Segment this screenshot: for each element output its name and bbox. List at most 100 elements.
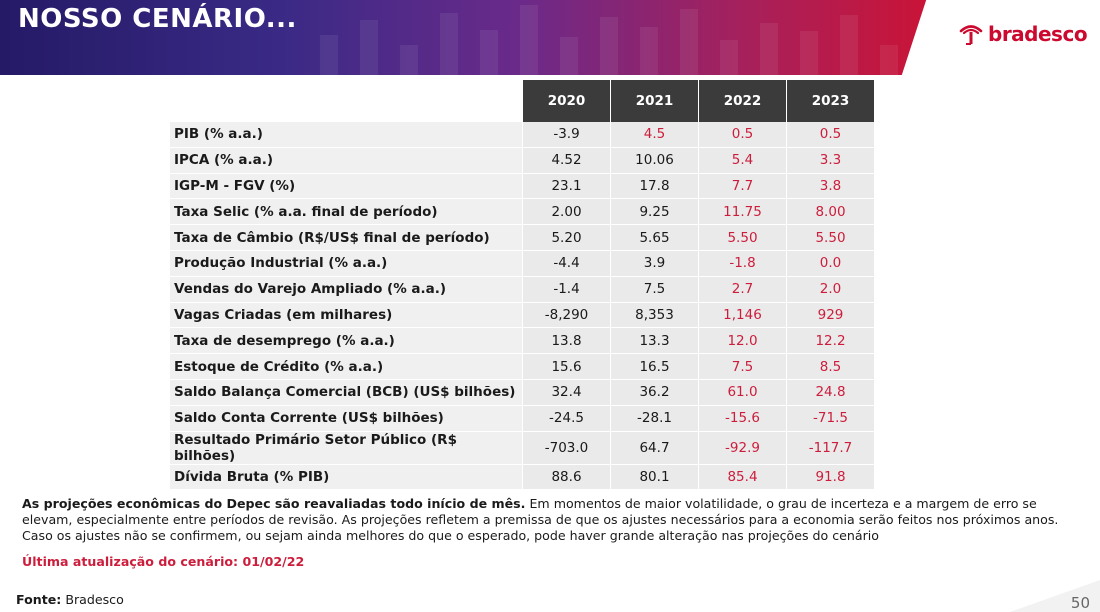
row-label: Vagas Criadas (em milhares) (170, 302, 522, 329)
page-number: 50 (1070, 594, 1090, 612)
table-row: Resultado Primário Setor Público (R$ bil… (170, 431, 874, 465)
value-cell: 10.06 (610, 147, 698, 174)
value-cell: 8.00 (786, 199, 874, 226)
row-label: Produção Industrial (% a.a.) (170, 250, 522, 277)
value-cell: 64.7 (610, 431, 698, 465)
value-cell: 929 (786, 302, 874, 329)
value-cell: -117.7 (786, 431, 874, 465)
value-cell: 32.4 (522, 379, 610, 406)
row-label: Taxa de Câmbio (R$/US$ final de período) (170, 225, 522, 251)
scenario-table: 2020 2021 2022 2023 PIB (% a.a.) -3.9 4.5 0… (170, 80, 874, 491)
row-label: IGP-M - FGV (%) (170, 173, 522, 200)
value-cell: -4.4 (522, 250, 610, 277)
source-label: Fonte: (16, 592, 62, 607)
value-cell: 15.6 (522, 354, 610, 380)
value-cell: 61.0 (698, 379, 786, 406)
value-cell: 2.0 (786, 276, 874, 303)
value-cell: 11.75 (698, 199, 786, 226)
value-cell: 23.1 (522, 173, 610, 200)
table-row: Saldo Conta Corrente (US$ bilhões) -24.5 -… (170, 405, 874, 432)
value-cell: 0.5 (698, 122, 786, 148)
table-row: Produção Industrial (% a.a.) -4.4 3.9 -1.8 0… (170, 250, 874, 277)
value-cell: 8.5 (786, 354, 874, 380)
source-value: Bradesco (61, 592, 124, 607)
value-cell: 7.5 (698, 354, 786, 380)
header-blank-cell (170, 80, 522, 122)
year-header: 2023 (786, 80, 874, 122)
value-cell: 5.65 (610, 225, 698, 251)
value-cell: 9.25 (610, 199, 698, 226)
value-cell: 0.0 (786, 250, 874, 277)
table-row: PIB (% a.a.) -3.9 4.5 0.5 0.5 (170, 122, 874, 148)
footnote-body: Em momentos de maior volatilidade, o gra… (22, 496, 1059, 543)
value-cell: 5.50 (698, 225, 786, 251)
value-cell: -703.0 (522, 431, 610, 465)
value-cell: 0.5 (786, 122, 874, 148)
table-row: Vagas Criadas (em milhares) -8,290 8,353 1,… (170, 302, 874, 329)
table-body: PIB (% a.a.) -3.9 4.5 0.5 0.5 IPCA (% a.a.) 4.… (170, 122, 874, 491)
logo-text: bradesco (988, 22, 1088, 46)
row-label: Saldo Conta Corrente (US$ bilhões) (170, 405, 522, 432)
value-cell: 7.5 (610, 276, 698, 303)
value-cell: 88.6 (522, 464, 610, 491)
table-row: Taxa Selic (% a.a. final de período) 2.00… (170, 199, 874, 226)
value-cell: 36.2 (610, 379, 698, 406)
value-cell: 85.4 (698, 464, 786, 491)
value-cell: 5.4 (698, 147, 786, 174)
row-label: Taxa de desemprego (% a.a.) (170, 328, 522, 355)
table-row: Dívida Bruta (% PIB) 88.6 80.1 85.4 91.8 (170, 464, 874, 491)
year-header: 2022 (698, 80, 786, 122)
value-cell: 1,146 (698, 302, 786, 329)
source-note: Fonte: Bradesco (16, 592, 124, 607)
logo-area: bradesco (940, 0, 1100, 75)
table-header-row: 2020 2021 2022 2023 (170, 80, 874, 122)
footnote: As projeções econômicas do Depec são rea… (22, 496, 1087, 544)
value-cell: -1.4 (522, 276, 610, 303)
value-cell: -24.5 (522, 405, 610, 432)
value-cell: -3.9 (522, 122, 610, 148)
table-row: Taxa de desemprego (% a.a.) 13.8 13.3 12.0 1… (170, 328, 874, 355)
year-header: 2021 (610, 80, 698, 122)
value-cell: -71.5 (786, 405, 874, 432)
table-row: Taxa de Câmbio (R$/US$ final de período)… (170, 225, 874, 251)
banner-decoration (300, 0, 940, 75)
page-title: NOSSO CENÁRIO... (18, 4, 297, 34)
row-label: Resultado Primário Setor Público (R$ bil… (170, 431, 522, 465)
table-row: IGP-M - FGV (%) 23.1 17.8 7.7 3.8 (170, 173, 874, 200)
value-cell: 2.7 (698, 276, 786, 303)
row-label: Estoque de Crédito (% a.a.) (170, 354, 522, 380)
row-label: Taxa Selic (% a.a. final de período) (170, 199, 522, 226)
row-label: Vendas do Varejo Ampliado (% a.a.) (170, 276, 522, 303)
value-cell: 7.7 (698, 173, 786, 200)
value-cell: 3.3 (786, 147, 874, 174)
value-cell: -1.8 (698, 250, 786, 277)
value-cell: -15.6 (698, 405, 786, 432)
value-cell: 5.20 (522, 225, 610, 251)
row-label: PIB (% a.a.) (170, 122, 522, 148)
value-cell: 16.5 (610, 354, 698, 380)
value-cell: -92.9 (698, 431, 786, 465)
table-row: Estoque de Crédito (% a.a.) 15.6 16.5 7.5 8.… (170, 354, 874, 380)
value-cell: 80.1 (610, 464, 698, 491)
value-cell: 5.50 (786, 225, 874, 251)
value-cell: 2.00 (522, 199, 610, 226)
row-label: IPCA (% a.a.) (170, 147, 522, 174)
scenario-table-wrap: 2020 2021 2022 2023 PIB (% a.a.) -3.9 4.5 0… (170, 80, 874, 491)
value-cell: 3.9 (610, 250, 698, 277)
value-cell: 24.8 (786, 379, 874, 406)
table-row: Vendas do Varejo Ampliado (% a.a.) -1.4 7.… (170, 276, 874, 303)
row-label: Saldo Balança Comercial (BCB) (US$ bilhõ… (170, 379, 522, 406)
value-cell: 4.5 (610, 122, 698, 148)
value-cell: -8,290 (522, 302, 610, 329)
value-cell: 17.8 (610, 173, 698, 200)
year-header: 2020 (522, 80, 610, 122)
header-banner: NOSSO CENÁRIO... (0, 0, 940, 75)
value-cell: 13.8 (522, 328, 610, 355)
corner-decoration (1010, 580, 1100, 612)
value-cell: 12.2 (786, 328, 874, 355)
value-cell: 4.52 (522, 147, 610, 174)
bradesco-logo: bradesco (958, 22, 1088, 46)
bradesco-tree-icon (959, 25, 983, 45)
table-row: IPCA (% a.a.) 4.52 10.06 5.4 3.3 (170, 147, 874, 174)
value-cell: 8,353 (610, 302, 698, 329)
